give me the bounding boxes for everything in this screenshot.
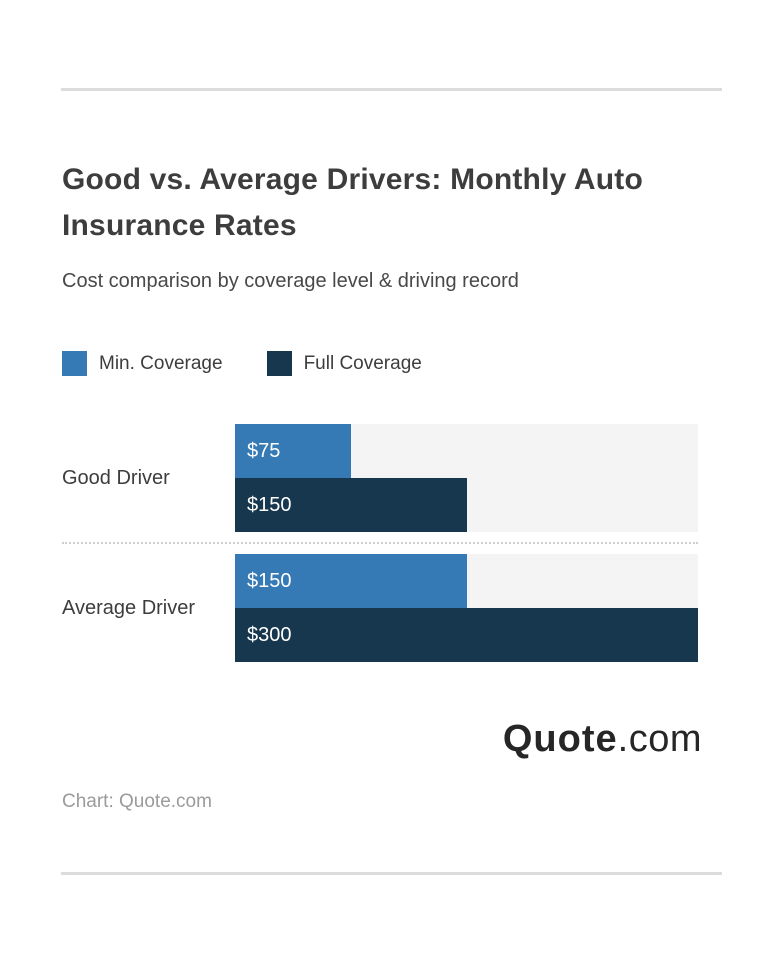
bar-min-coverage: $75 [235,424,351,478]
legend-swatch-full-coverage [266,351,292,376]
legend-item-min-coverage: Min. Coverage [62,351,223,376]
bar-track: $75 $150 [235,424,698,532]
category-label: Average Driver [62,596,196,619]
quote-logo: Quote.com [62,718,702,761]
bar-value-label: $75 [247,439,281,462]
bar-min-coverage: $150 [235,554,467,608]
chart-row-average-driver: Average Driver $150 $300 [62,554,698,662]
bar-full-coverage: $300 [235,608,698,662]
legend-item-full-coverage: Full Coverage [266,351,422,376]
category-label: Good Driver [62,466,170,489]
chart-subtitle: Cost comparison by coverage level & driv… [62,270,519,292]
bar-value-label: $150 [247,569,292,592]
bar-value-label: $150 [247,493,292,516]
legend-swatch-min-coverage [62,351,87,376]
bar-full-coverage: $150 [235,478,467,532]
chart-title: Good vs. Average Drivers: Monthly Auto I… [62,163,644,242]
chart-row-good-driver: Good Driver $75 $150 [62,424,698,532]
logo-text-suffix: .com [617,718,702,760]
bar-chart: Good Driver $75 $150 Average Driver $150 $300 [62,424,698,662]
legend-label: Full Coverage [303,352,422,374]
bar-track: $150 $300 [235,554,698,662]
legend: Min. Coverage Full Coverage [62,351,698,376]
bottom-divider [61,872,722,875]
legend-label: Min. Coverage [99,352,223,374]
top-divider [61,88,722,91]
logo-text-bold: Quote [502,718,618,760]
row-divider [62,542,698,544]
source-caption: Chart: Quote.com [62,791,212,812]
bar-value-label: $300 [247,623,292,646]
